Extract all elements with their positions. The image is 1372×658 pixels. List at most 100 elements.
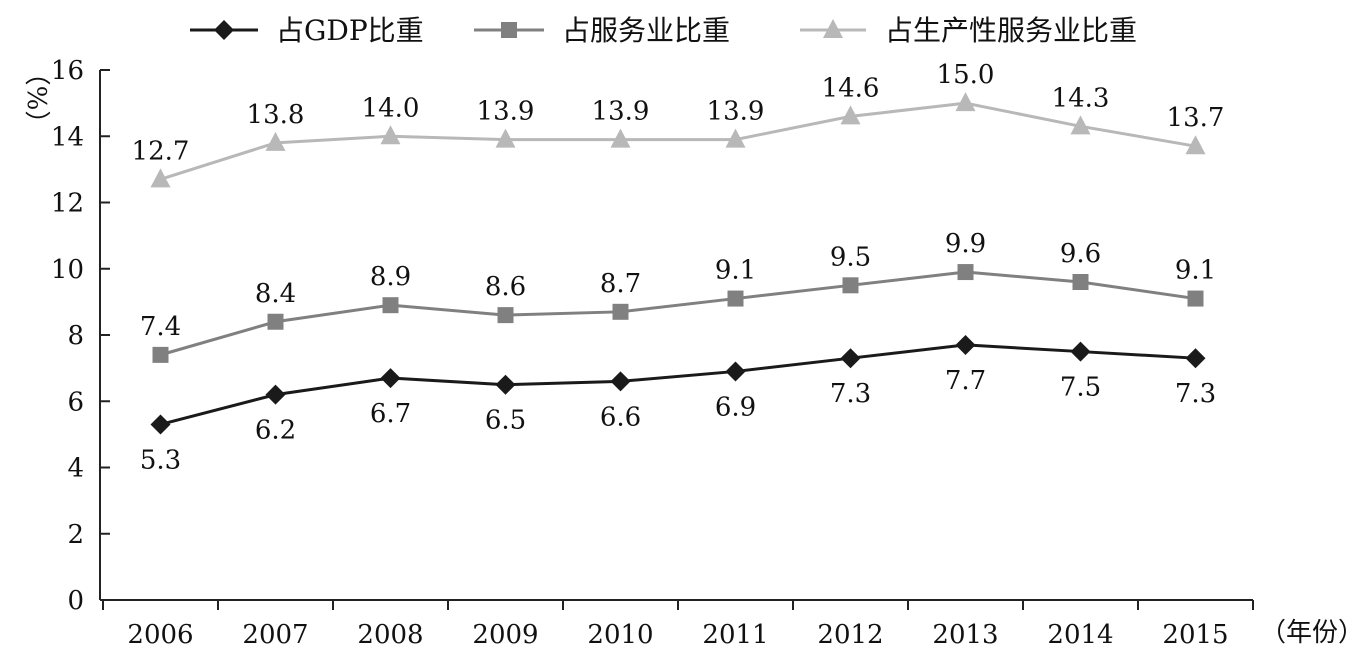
- square-marker: [501, 22, 517, 38]
- legend-label: 占GDP比重: [276, 14, 424, 47]
- data-label: 9.6: [1060, 239, 1101, 269]
- square-marker: [612, 303, 629, 320]
- square-marker: [382, 297, 399, 314]
- series-line: [160, 101, 1196, 181]
- triangle-marker: [495, 128, 516, 148]
- y-axis: 0 2 4 6 8 10 12 14 16: [51, 56, 110, 616]
- triangle-marker: [840, 105, 861, 125]
- data-label: 7.4: [140, 312, 181, 342]
- x-tick-label: 2013: [932, 620, 998, 650]
- diamond-marker: [495, 374, 516, 395]
- data-label: 6.6: [600, 402, 641, 432]
- y-axis-unit-label: （%）: [21, 60, 51, 137]
- data-label: 15.0: [937, 60, 995, 90]
- y-tick-label: 16: [51, 56, 84, 86]
- data-label: 9.9: [945, 229, 986, 259]
- triangle-marker: [725, 128, 746, 148]
- y-tick-label: 0: [67, 586, 84, 616]
- x-tick-label: 2011: [702, 620, 768, 650]
- triangle-marker: [1070, 115, 1091, 135]
- square-marker: [727, 290, 744, 307]
- diamond-marker: [840, 348, 861, 369]
- legend: 占GDP比重 占服务业比重 占生产性服务业比重: [190, 14, 1137, 47]
- triangle-marker: [955, 92, 976, 112]
- x-axis-unit-label: （年份）: [1260, 618, 1364, 648]
- x-tick-label: 2015: [1162, 620, 1228, 650]
- triangle-marker: [150, 168, 171, 188]
- legend-item: 占GDP比重: [190, 14, 424, 47]
- data-label: 6.5: [485, 406, 526, 436]
- y-tick-label: 14: [51, 122, 84, 152]
- triangle-marker: [823, 19, 843, 38]
- data-label: 9.5: [830, 242, 871, 272]
- data-label: 6.2: [255, 416, 296, 446]
- diamond-marker: [955, 334, 976, 355]
- data-label: 6.9: [715, 392, 756, 422]
- data-label: 13.9: [592, 97, 650, 127]
- y-tick-label: 6: [67, 387, 84, 417]
- data-label: 14.6: [822, 73, 880, 103]
- x-axis: 2006 2007 2008 2009 2010 2011 2012 2013 2014 2015: [100, 599, 1254, 650]
- plot-area: 5.3 6.2 6.7 6.5 6.6 6.9 7.3 7.7 7.5 7.3 7.4 8.4 8.9 8…: [132, 60, 1225, 475]
- legend-item: 占生产性服务业比重: [800, 14, 1137, 47]
- diamond-marker: [1185, 348, 1206, 369]
- data-label: 13.7: [1167, 103, 1225, 133]
- data-label: 7.7: [945, 366, 986, 396]
- data-label: 13.9: [477, 97, 535, 127]
- y-tick-label: 8: [67, 321, 84, 351]
- data-label: 13.8: [247, 100, 305, 130]
- y-tick-label: 10: [51, 255, 84, 285]
- legend-label: 占服务业比重: [562, 14, 730, 47]
- diamond-marker: [265, 384, 286, 405]
- diamond-marker: [725, 361, 746, 382]
- series-line: [160, 270, 1196, 357]
- data-label: 6.7: [370, 399, 411, 429]
- triangle-marker: [265, 131, 286, 151]
- data-label: 5.3: [140, 445, 181, 475]
- square-marker: [842, 277, 859, 294]
- series-2: 7.4 8.4 8.9 8.6 8.7 9.1 9.5 9.9 9.6 9.1: [140, 229, 1216, 363]
- data-label: 8.9: [370, 262, 411, 292]
- triangle-marker: [610, 128, 631, 148]
- data-label: 12.7: [132, 136, 190, 166]
- x-tick-label: 2008: [357, 620, 423, 650]
- data-label: 7.3: [1175, 379, 1216, 409]
- square-marker: [267, 313, 284, 330]
- x-tick-label: 2006: [127, 620, 193, 650]
- square-marker: [497, 307, 514, 324]
- x-tick-label: 2012: [817, 620, 883, 650]
- square-marker: [152, 346, 169, 363]
- data-label: 7.3: [830, 379, 871, 409]
- x-tick-label: 2014: [1047, 620, 1113, 650]
- square-marker: [1187, 290, 1204, 307]
- triangle-marker: [380, 125, 401, 145]
- diamond-marker: [380, 368, 401, 389]
- legend-label: 占生产性服务业比重: [885, 14, 1137, 47]
- x-tick-label: 2007: [242, 620, 308, 650]
- x-tick-label: 2010: [587, 620, 653, 650]
- series-3: 12.7 13.8 14.0 13.9 13.9 13.9 14.6 15.0 14.3 13.7: [132, 60, 1225, 188]
- series-1: 5.3 6.2 6.7 6.5 6.6 6.9 7.3 7.7 7.5 7.3: [140, 334, 1216, 475]
- data-label: 8.7: [600, 269, 641, 299]
- diamond-marker: [610, 371, 631, 392]
- diamond-marker: [214, 20, 234, 40]
- square-marker: [957, 264, 974, 281]
- data-label: 9.1: [1175, 256, 1216, 286]
- diamond-marker: [1070, 341, 1091, 362]
- triangle-marker: [1185, 135, 1206, 155]
- data-label: 7.5: [1060, 373, 1101, 403]
- y-tick-label: 2: [67, 520, 84, 550]
- y-tick-label: 4: [67, 454, 84, 484]
- legend-item: 占服务业比重: [474, 14, 730, 47]
- diamond-marker: [150, 414, 171, 435]
- data-label: 8.6: [485, 272, 526, 302]
- y-tick-label: 12: [51, 189, 84, 219]
- data-label: 14.0: [362, 93, 420, 123]
- x-tick-label: 2009: [472, 620, 538, 650]
- data-label: 9.1: [715, 256, 756, 286]
- square-marker: [1072, 274, 1089, 290]
- series-line: [160, 343, 1196, 426]
- data-label: 14.3: [1052, 83, 1110, 113]
- data-label: 8.4: [255, 279, 296, 309]
